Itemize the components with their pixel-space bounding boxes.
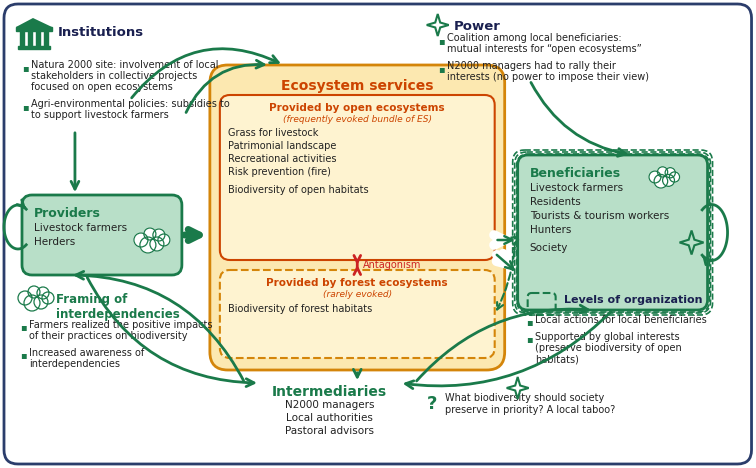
- Text: Local authorities: Local authorities: [287, 413, 373, 423]
- Text: Agri-environmental policies: subsidies to: Agri-environmental policies: subsidies t…: [31, 99, 230, 109]
- Text: Patrimonial landscape: Patrimonial landscape: [228, 141, 336, 151]
- Text: ▪: ▪: [20, 322, 26, 332]
- Text: ▪: ▪: [525, 317, 532, 327]
- Bar: [20, 30, 24, 46]
- Text: habitats): habitats): [534, 354, 578, 364]
- Text: interdependencies: interdependencies: [29, 359, 120, 369]
- Bar: [44, 30, 48, 46]
- Text: (frequently evoked bundle of ES): (frequently evoked bundle of ES): [283, 115, 432, 124]
- Circle shape: [654, 175, 668, 188]
- Text: Institutions: Institutions: [58, 27, 144, 39]
- Circle shape: [150, 237, 164, 251]
- Text: to support livestock farmers: to support livestock farmers: [31, 110, 169, 120]
- FancyBboxPatch shape: [518, 155, 708, 310]
- Text: Provided by open ecosystems: Provided by open ecosystems: [269, 103, 445, 113]
- Circle shape: [662, 175, 674, 186]
- Text: Pastoral advisors: Pastoral advisors: [285, 426, 374, 436]
- Text: Levels of organization: Levels of organization: [564, 295, 702, 305]
- Text: Natura 2000 site: involvement of local: Natura 2000 site: involvement of local: [31, 60, 218, 70]
- Text: ▪: ▪: [22, 63, 29, 73]
- Circle shape: [140, 237, 156, 253]
- Text: interests (no power to impose their view): interests (no power to impose their view…: [447, 72, 649, 82]
- Text: Beneficiaries: Beneficiaries: [530, 167, 621, 180]
- Text: Providers: Providers: [34, 207, 101, 220]
- Circle shape: [649, 171, 661, 183]
- FancyBboxPatch shape: [210, 65, 505, 370]
- Text: Ecosystem services: Ecosystem services: [281, 79, 433, 93]
- Text: ▪: ▪: [22, 102, 29, 112]
- Text: Farmers realized the positive impacts: Farmers realized the positive impacts: [29, 320, 212, 330]
- Text: Residents: Residents: [530, 197, 581, 207]
- Text: Intermediaries: Intermediaries: [272, 385, 387, 399]
- Text: Power: Power: [454, 20, 500, 32]
- Text: Society: Society: [530, 243, 568, 253]
- Circle shape: [669, 172, 680, 182]
- Circle shape: [37, 287, 49, 299]
- Text: focused on open ecosystems: focused on open ecosystems: [31, 82, 172, 92]
- Text: What biodiversity should society: What biodiversity should society: [445, 393, 604, 403]
- Circle shape: [34, 295, 48, 309]
- Text: Antagonism: Antagonism: [364, 260, 422, 270]
- Circle shape: [153, 229, 165, 241]
- Text: Grass for livestock: Grass for livestock: [228, 128, 318, 138]
- Bar: [16, 27, 52, 31]
- Text: Coalition among local beneficiaries:: Coalition among local beneficiaries:: [447, 33, 621, 43]
- Text: Livestock farmers: Livestock farmers: [34, 223, 127, 233]
- Circle shape: [134, 233, 148, 247]
- FancyBboxPatch shape: [220, 95, 494, 260]
- Text: Provided by forest ecosystems: Provided by forest ecosystems: [266, 278, 448, 288]
- Bar: [28, 30, 32, 46]
- Text: ?: ?: [426, 395, 437, 413]
- Bar: [18, 46, 50, 49]
- Text: Hunters: Hunters: [530, 225, 571, 235]
- Circle shape: [24, 295, 40, 311]
- Circle shape: [28, 286, 40, 298]
- Text: Local actions for local beneficiaries: Local actions for local beneficiaries: [534, 315, 706, 325]
- Text: (preserve biodiversity of open: (preserve biodiversity of open: [534, 343, 681, 353]
- Circle shape: [18, 291, 32, 305]
- Circle shape: [144, 228, 156, 240]
- Text: mutual interests for “open ecosystems”: mutual interests for “open ecosystems”: [447, 44, 642, 54]
- Text: Risk prevention (fire): Risk prevention (fire): [228, 167, 330, 177]
- Text: ▪: ▪: [20, 350, 26, 360]
- Text: Biodiversity of open habitats: Biodiversity of open habitats: [228, 185, 368, 195]
- Circle shape: [658, 167, 668, 177]
- Text: Increased awareness of: Increased awareness of: [29, 348, 144, 358]
- Text: preserve in priority? A local taboo?: preserve in priority? A local taboo?: [445, 405, 615, 415]
- Text: N2000 managers: N2000 managers: [285, 400, 374, 410]
- Text: Recreational activities: Recreational activities: [228, 154, 336, 164]
- Text: Herders: Herders: [34, 237, 76, 247]
- Text: (rarely evoked): (rarely evoked): [323, 290, 392, 299]
- FancyBboxPatch shape: [22, 195, 182, 275]
- FancyBboxPatch shape: [220, 270, 494, 358]
- Polygon shape: [16, 18, 52, 27]
- FancyBboxPatch shape: [4, 4, 751, 464]
- Text: Livestock farmers: Livestock farmers: [530, 183, 623, 193]
- Text: Supported by global interests: Supported by global interests: [534, 332, 680, 342]
- Text: Framing of
interdependencies: Framing of interdependencies: [56, 293, 180, 321]
- Text: Tourists & tourism workers: Tourists & tourism workers: [530, 211, 669, 221]
- Text: stakeholders in collective projects: stakeholders in collective projects: [31, 71, 197, 81]
- Text: ▪: ▪: [438, 64, 445, 74]
- Text: ▪: ▪: [525, 334, 532, 344]
- Text: N2000 managers had to rally their: N2000 managers had to rally their: [447, 61, 615, 71]
- Text: ?: ?: [509, 235, 520, 255]
- Circle shape: [158, 234, 170, 246]
- Bar: [36, 30, 40, 46]
- Circle shape: [665, 168, 675, 178]
- Text: ▪: ▪: [438, 36, 445, 46]
- Circle shape: [42, 292, 54, 304]
- Text: Biodiversity of forest habitats: Biodiversity of forest habitats: [228, 304, 372, 314]
- Text: of their practices on biodiversity: of their practices on biodiversity: [29, 331, 187, 341]
